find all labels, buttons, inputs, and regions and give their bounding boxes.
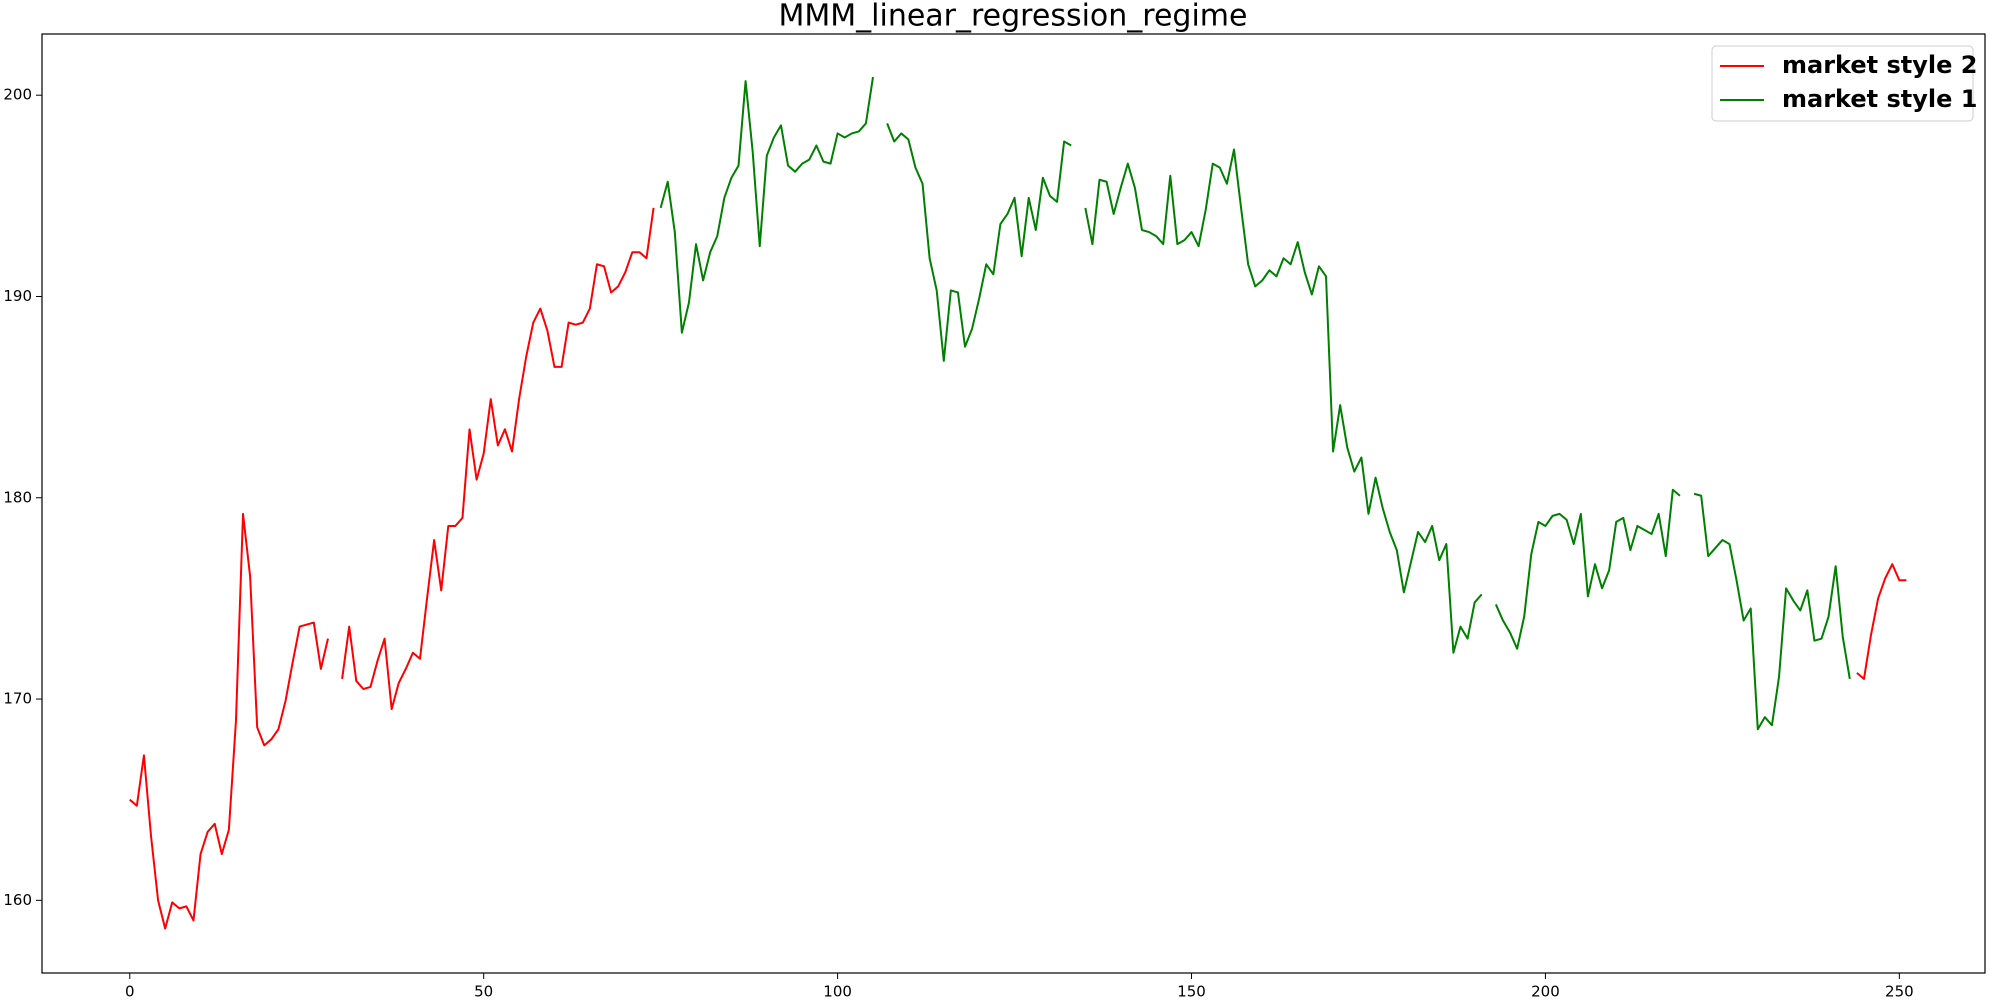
x-tick-label: 150 (1177, 983, 1206, 1000)
y-tick-label: 160 (3, 891, 32, 909)
series-line (341, 207, 655, 711)
y-tick-label: 180 (3, 488, 32, 506)
x-tick-label: 250 (1885, 983, 1914, 1000)
series-line (1693, 492, 1851, 731)
x-tick-label: 0 (125, 983, 135, 1000)
legend-label: market style 2 (1782, 51, 1977, 79)
series-line (1084, 148, 1483, 654)
y-tick-label: 200 (3, 86, 32, 104)
x-tick-label: 200 (1531, 983, 1560, 1000)
chart-title: MMM_linear_regression_regime (779, 0, 1248, 34)
axes-frame (41, 33, 1986, 974)
x-tick-label: 100 (823, 983, 852, 1000)
series-line (1494, 488, 1681, 650)
legend-label: market style 1 (1782, 85, 1977, 113)
series-line (659, 76, 874, 334)
plot-area (129, 76, 1907, 930)
legend-box (1711, 45, 1974, 122)
y-tick-label: 190 (3, 287, 32, 305)
x-tick-label: 50 (474, 983, 493, 1000)
series-line (129, 512, 329, 930)
series-line (1856, 563, 1907, 680)
series-line (886, 123, 1072, 362)
y-tick-label: 170 (3, 690, 32, 708)
